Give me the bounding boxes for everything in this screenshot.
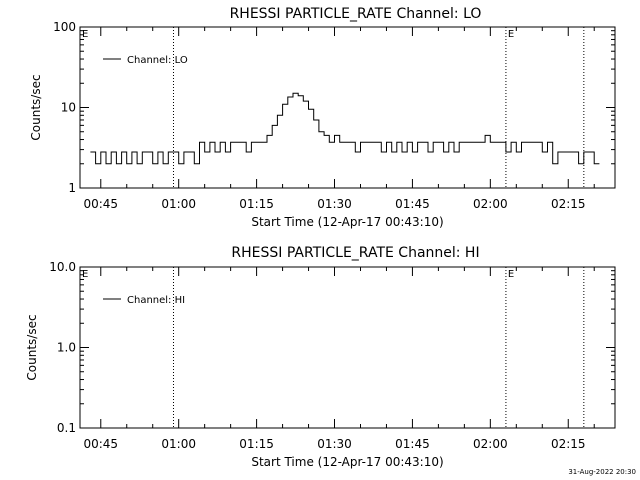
x-tick-label: 00:45 <box>83 197 118 211</box>
y-axis-label: Counts/sec <box>29 74 43 140</box>
plot-frame <box>79 26 616 189</box>
marker-label: E <box>508 269 514 280</box>
y-tick-label: 1 <box>68 181 76 195</box>
x-tick-label: 00:45 <box>83 437 118 451</box>
y-axis-label: Counts/sec <box>25 314 39 380</box>
x-axis-label: Start Time (12-Apr-17 00:43:10) <box>251 455 443 469</box>
x-tick-label: 01:30 <box>317 197 352 211</box>
y-tick-label: 0.1 <box>57 421 76 435</box>
panel-channel-hi: RHESSI PARTICLE_RATE Channel: HI 0.1 1.0 10… <box>25 245 616 469</box>
y-tick-label: 1.0 <box>57 341 76 355</box>
marker-label: E <box>82 29 88 40</box>
x-tick-label: 02:00 <box>473 437 508 451</box>
x-tick-label: 02:00 <box>473 197 508 211</box>
chart-title: RHESSI PARTICLE_RATE Channel: LO <box>230 6 482 22</box>
chart-title: RHESSI PARTICLE_RATE Channel: HI <box>231 245 479 261</box>
legend-label: Channel: HI <box>127 295 185 306</box>
y-tick-label: 10.0 <box>49 260 76 274</box>
x-tick-label: 01:00 <box>161 197 196 211</box>
x-tick-label: 01:15 <box>239 437 274 451</box>
legend-label: Channel: LO <box>127 55 188 66</box>
y-tick-label: 10 <box>61 101 76 115</box>
x-tick-label: 01:00 <box>161 437 196 451</box>
x-tick-label: 02:15 <box>551 437 586 451</box>
marker-label: E <box>508 29 514 40</box>
x-tick-label: 01:15 <box>239 197 274 211</box>
series-line <box>90 92 600 165</box>
x-tick-label: 01:45 <box>395 197 430 211</box>
x-tick-label: 02:15 <box>551 197 586 211</box>
date-stamp: 31-Aug-2022 20:30 <box>568 468 636 476</box>
plot-frame <box>79 266 616 429</box>
panel-channel-lo: RHESSI PARTICLE_RATE Channel: LO 1 10 100 00… <box>29 6 616 229</box>
x-tick-label: 01:45 <box>395 437 430 451</box>
x-tick-label: 01:30 <box>317 437 352 451</box>
y-tick-label: 100 <box>53 20 76 34</box>
x-axis-label: Start Time (12-Apr-17 00:43:10) <box>251 215 443 229</box>
marker-label: E <box>82 269 88 280</box>
